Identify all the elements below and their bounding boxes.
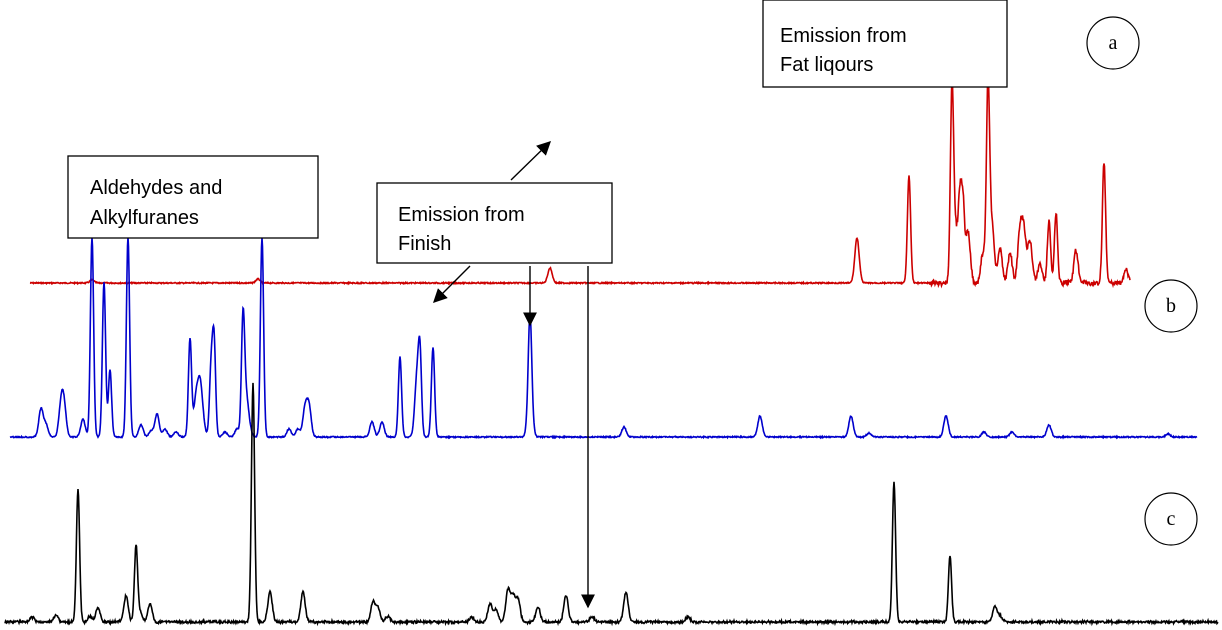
- annotation-text: Alkylfuranes: [90, 207, 199, 229]
- panel-label-text: c: [1167, 508, 1176, 530]
- annotation-text: Emission from: [398, 204, 525, 226]
- annotation-box-finish: Emission from Finish: [376, 182, 613, 264]
- annotation-arrows: [433, 141, 595, 609]
- panel-label-text: b: [1166, 295, 1176, 317]
- annotation-box-fat: Emission from Fat liqours: [762, 0, 1008, 88]
- annotation-text: Finish: [398, 233, 451, 255]
- panel-label-b: b: [1144, 279, 1198, 333]
- arrow-up-right: [510, 141, 552, 181]
- panel-label-c: c: [1144, 492, 1198, 546]
- panel-labels: a b c: [1086, 16, 1198, 546]
- trace-a: [29, 73, 1131, 289]
- annotation-box-aldehydes: Aldehydes and Alkylfuranes: [67, 155, 319, 239]
- panel-label-text: a: [1109, 32, 1118, 54]
- annotation-text: Aldehydes and: [90, 177, 222, 199]
- annotation-boxes: Emission from Fat liqours Aldehydes and Alk…: [67, 0, 1008, 264]
- chromatogram-traces: [4, 73, 1219, 627]
- arrow-down-left: [433, 265, 471, 303]
- annotation-text: Emission from: [780, 25, 907, 47]
- panel-label-a: a: [1086, 16, 1140, 70]
- trace-c: [4, 382, 1219, 627]
- trace-b: [9, 236, 1198, 440]
- annotation-text: Fat liqours: [780, 54, 873, 76]
